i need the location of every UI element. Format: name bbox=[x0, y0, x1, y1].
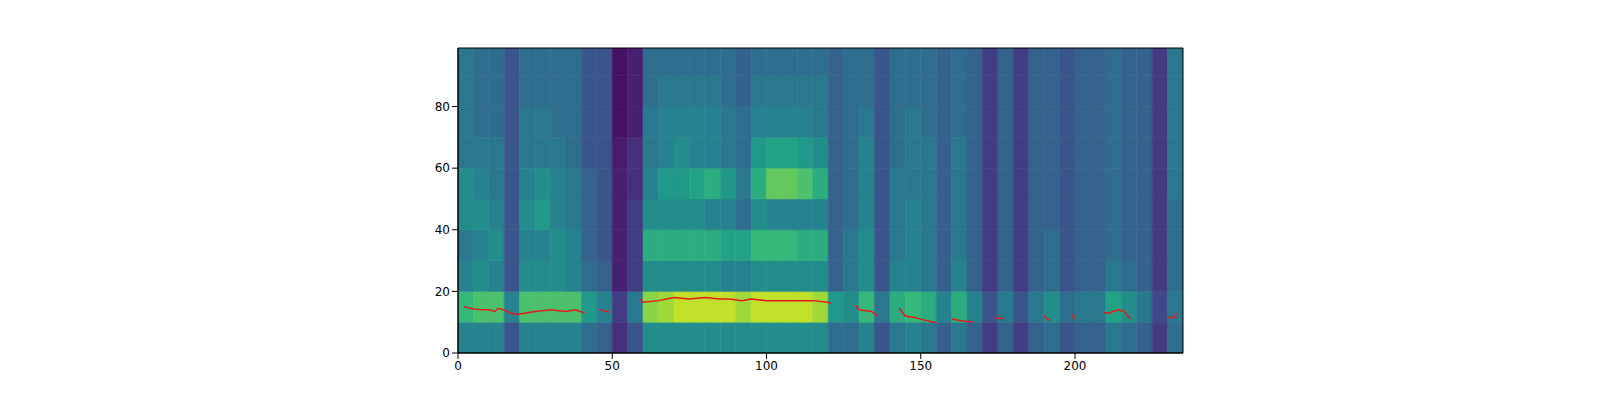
svg-text:100: 100 bbox=[755, 359, 778, 373]
svg-text:200: 200 bbox=[1064, 359, 1087, 373]
svg-text:60: 60 bbox=[435, 161, 450, 175]
svg-text:50: 50 bbox=[605, 359, 620, 373]
svg-text:40: 40 bbox=[435, 223, 450, 237]
svg-text:150: 150 bbox=[909, 359, 932, 373]
svg-text:0: 0 bbox=[442, 346, 450, 360]
svg-text:20: 20 bbox=[435, 285, 450, 299]
svg-text:0: 0 bbox=[454, 359, 462, 373]
svg-text:80: 80 bbox=[435, 100, 450, 114]
